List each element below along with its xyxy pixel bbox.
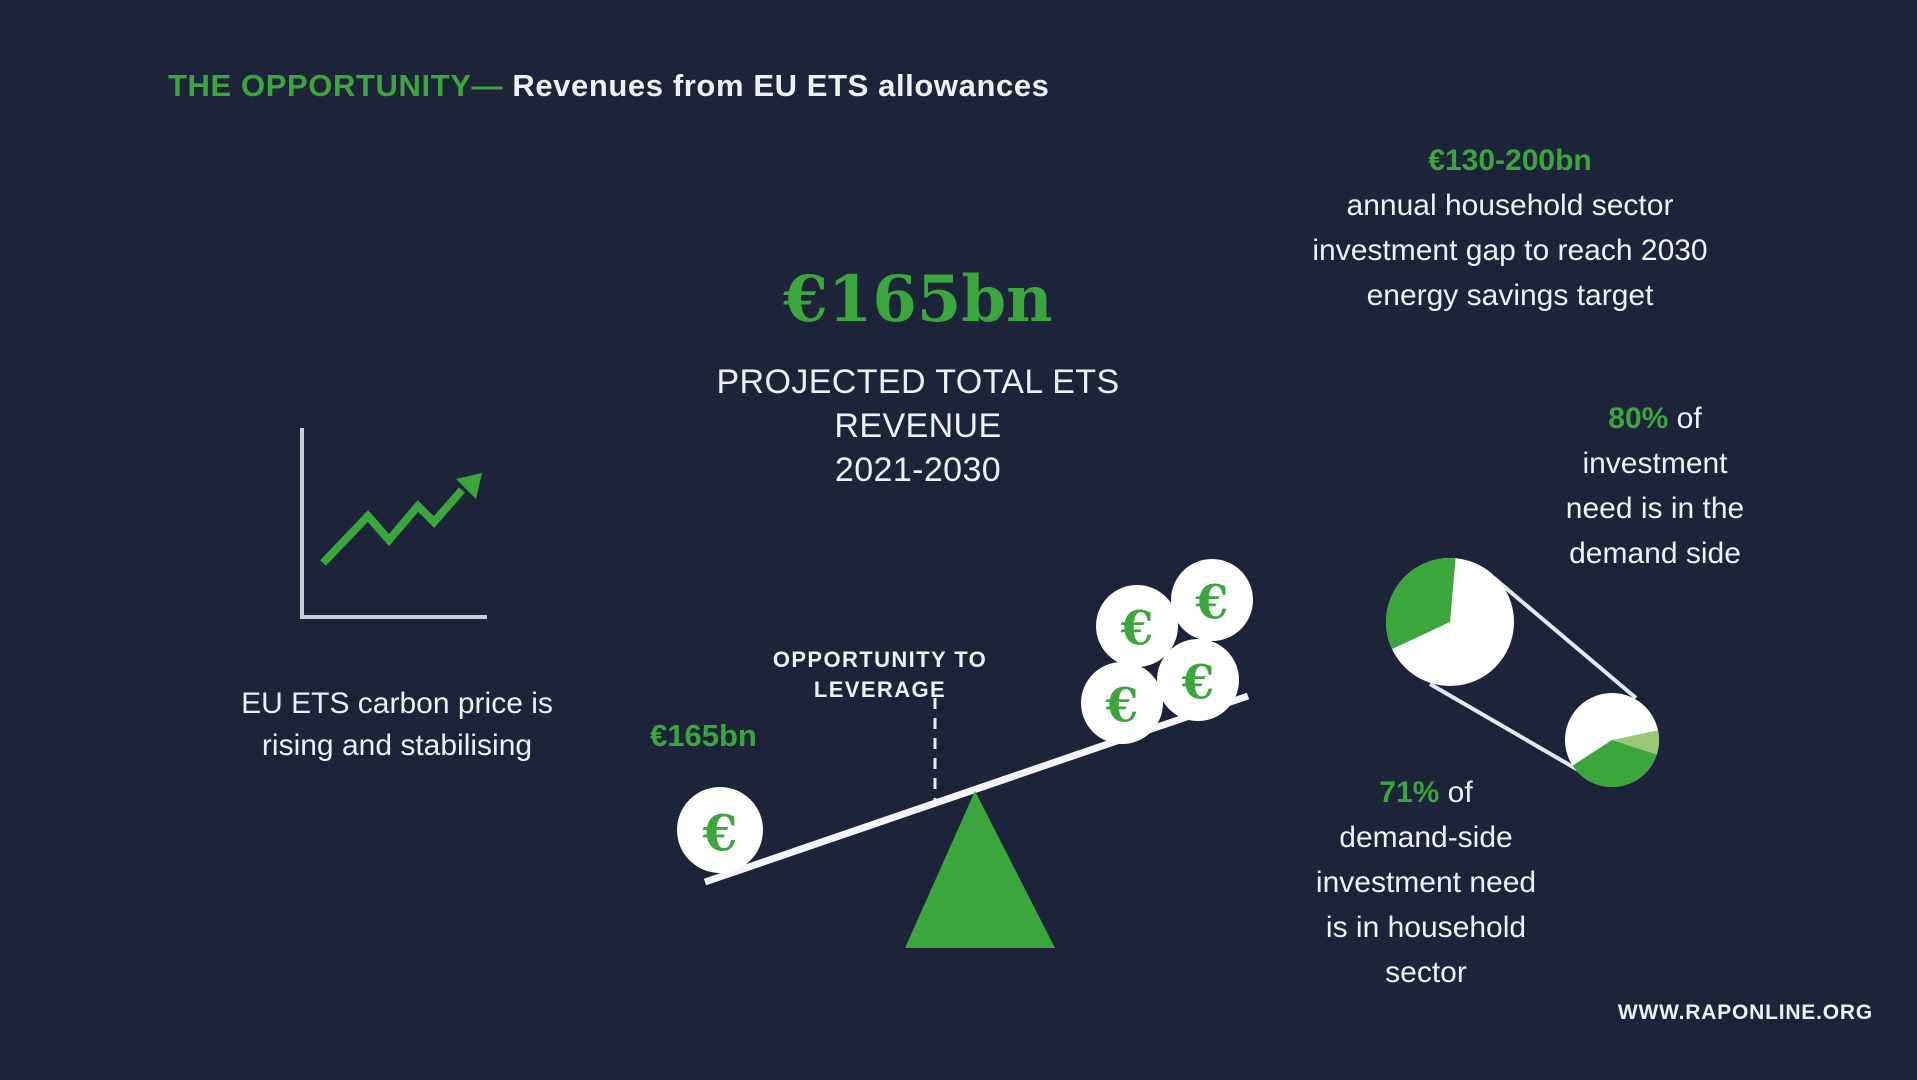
svg-text:€: €: [1195, 576, 1229, 631]
euro-coin-icon: €: [1081, 662, 1163, 744]
price-trend-chart-icon: [300, 428, 487, 619]
carbon-price-line: EU ETS carbon price is: [241, 687, 553, 720]
title-rest: Revenues from EU ETS allowances: [512, 68, 1050, 103]
euro-coin-icon: €: [677, 787, 763, 873]
investment-gap-block: €130-200bn annual household sector inves…: [1280, 138, 1740, 318]
demand-pie-figure: [1385, 557, 1660, 787]
euro-coin-icon: €: [1171, 559, 1253, 641]
title-highlight: THE OPPORTUNITY—: [168, 68, 504, 103]
carbon-price-caption: EU ETS carbon price is rising and stabil…: [197, 683, 597, 767]
euro-coin-icon: €: [1157, 639, 1239, 721]
investment-gap-line: annual household sector: [1346, 189, 1674, 222]
small-pie-lightgreen-slice: [1612, 730, 1660, 755]
household-stat-value: 71%: [1379, 776, 1440, 809]
pie-connector-line: [1492, 576, 1638, 700]
demand-stat-line: demand side: [1569, 537, 1741, 570]
hero-caption-line: PROJECTED TOTAL ETS REVENUE: [716, 363, 1120, 445]
hero-caption-line: 2021-2030: [834, 451, 1002, 489]
demand-stat-line: need is in the: [1565, 492, 1745, 525]
svg-text:€: €: [1105, 679, 1139, 734]
household-stat-line: investment need: [1315, 866, 1537, 899]
carbon-price-line: rising and stabilising: [261, 729, 533, 762]
euro-coin-icon: €: [1096, 585, 1178, 667]
household-stat-line: is in household: [1325, 911, 1527, 944]
household-stat-line: 71% of: [1276, 770, 1576, 815]
demand-stat-value: 80%: [1608, 402, 1669, 435]
leverage-label: OPPORTUNITY TO LEVERAGE: [755, 645, 1005, 705]
trend-line-arrow: [320, 487, 466, 566]
big-pie-chart: [1385, 557, 1514, 686]
hero-caption: PROJECTED TOTAL ETS REVENUE 2021-2030: [668, 360, 1168, 492]
leverage-label-line: OPPORTUNITY TO: [772, 647, 988, 672]
pie-connector-line: [1428, 682, 1594, 780]
page-title: THE OPPORTUNITY— Revenues from EU ETS al…: [168, 68, 1050, 104]
big-pie-green-slice: [1385, 557, 1456, 650]
demand-stat-suffix: of: [1676, 402, 1702, 435]
svg-text:€: €: [1120, 602, 1154, 657]
demand-stat-text: 80% of investment need is in the demand …: [1505, 396, 1805, 576]
trend-arrowhead-icon: [456, 473, 482, 499]
hero-block: €165bn PROJECTED TOTAL ETS REVENUE 2021-…: [668, 266, 1168, 492]
investment-gap-value: €130-200bn: [1428, 144, 1592, 177]
seesaw-beam: [703, 692, 1250, 886]
household-stat-text: 71% of demand-side investment need is in…: [1276, 770, 1576, 995]
household-stat-line: sector: [1385, 956, 1467, 989]
investment-gap-line: energy savings target: [1366, 279, 1654, 312]
svg-text:€: €: [1181, 656, 1215, 711]
leverage-label-line: LEVERAGE: [813, 677, 947, 702]
demand-stat-line: investment: [1582, 447, 1728, 480]
hero-value: €165bn: [783, 262, 1053, 337]
small-pie-chart: [1565, 693, 1660, 787]
household-stat-line: demand-side: [1339, 821, 1513, 854]
footer-url: WWW.RAPONLINE.ORG: [1617, 1001, 1873, 1024]
chart-axes: [300, 428, 487, 619]
small-pie-green-slice: [1572, 740, 1657, 787]
seesaw-left-value: €165bn: [650, 718, 757, 753]
demand-stat-line: 80% of: [1505, 396, 1805, 441]
household-stat-suffix: of: [1447, 776, 1473, 809]
svg-text:€: €: [702, 804, 738, 863]
investment-gap-line: investment gap to reach 2030: [1312, 234, 1708, 267]
fulcrum-triangle: [905, 791, 1055, 948]
seesaw-figure: € € € € €: [677, 559, 1253, 948]
